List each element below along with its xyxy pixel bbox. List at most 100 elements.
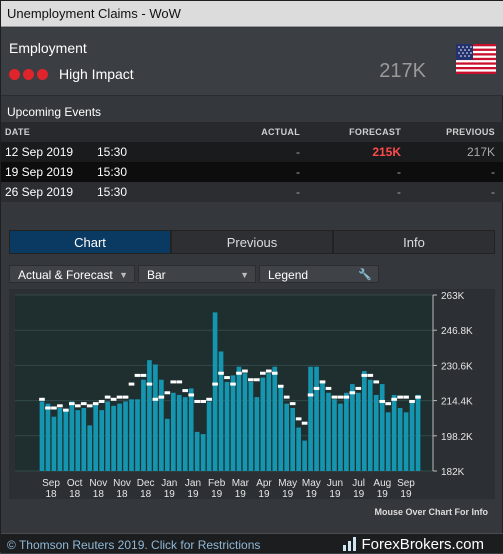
- forecast-marker: [391, 397, 397, 401]
- impact-dot-icon: [23, 68, 34, 80]
- bar-actual: [51, 416, 57, 471]
- legend-button[interactable]: Legend 🔧: [259, 265, 379, 283]
- forecast-marker: [319, 380, 326, 384]
- bar-actual: [165, 418, 170, 471]
- bar-actual: [338, 403, 343, 471]
- bar-actual: [200, 434, 206, 471]
- event-date: 19 Sep 2019: [5, 165, 74, 179]
- bar-actual: [278, 386, 284, 471]
- table-row[interactable]: 19 Sep 2019 15:30 - - -: [1, 162, 503, 182]
- latest-value: 217K: [379, 60, 426, 82]
- bar-actual: [350, 384, 355, 471]
- copyright-link[interactable]: © Thomson Reuters 2019. Click for Restri…: [7, 538, 261, 552]
- table-row[interactable]: 12 Sep 2019 15:30 - 215K 217K: [1, 142, 503, 162]
- tab-previous[interactable]: Previous: [171, 230, 333, 254]
- bar-actual: [296, 427, 301, 471]
- tab-chart[interactable]: Chart: [9, 230, 171, 254]
- forecast-marker: [307, 393, 314, 397]
- x-tick-label: 18: [140, 489, 152, 499]
- table-row[interactable]: 26 Sep 2019 15:30 - - -: [1, 182, 503, 202]
- forecast-marker: [74, 404, 81, 408]
- chart-panel[interactable]: 263K 246.8K 230.6K 214.4K 198.2K 182K Sep 18 Oc…: [9, 289, 495, 500]
- x-tick-label: 19: [235, 489, 247, 499]
- forecast-marker: [116, 395, 123, 399]
- bar-actual: [397, 407, 403, 471]
- bar-actual: [69, 401, 75, 471]
- impact-label: High Impact: [59, 66, 134, 82]
- forecast-marker: [337, 395, 344, 399]
- x-tick-label: Jan: [161, 478, 177, 489]
- brand-logo: ForexBrokers.com: [343, 534, 484, 554]
- x-tick-label: Feb: [208, 478, 226, 489]
- forecast-marker: [170, 380, 177, 384]
- forecast-marker: [289, 402, 296, 406]
- bar-actual: [326, 392, 331, 471]
- y-tick-label: 230.6K: [441, 361, 473, 372]
- x-tick-label: Jan: [185, 478, 201, 489]
- forecast-marker: [158, 395, 165, 399]
- bar-actual: [117, 403, 122, 471]
- bar-actual: [332, 399, 337, 471]
- x-tick-label: Nov: [113, 478, 131, 489]
- column-header-date: DATE: [5, 127, 31, 137]
- bar-actual: [111, 405, 116, 471]
- forecast-marker: [110, 397, 117, 401]
- x-tick-label: Oct: [67, 478, 83, 489]
- series-select[interactable]: Actual & Forecast ▼: [9, 265, 135, 283]
- forecast-marker: [295, 417, 302, 421]
- window-title: Unemployment Claims - WoW: [1, 1, 503, 27]
- bar-chart-logo-icon: [343, 537, 357, 551]
- x-tick-label: 19: [211, 489, 223, 499]
- x-tick-label: Aug: [373, 478, 391, 489]
- tab-info[interactable]: Info: [333, 230, 495, 254]
- forecast-marker: [194, 399, 200, 403]
- forecast-marker: [98, 399, 105, 403]
- bar-actual: [39, 401, 45, 471]
- x-tick-label: Nov: [89, 478, 107, 489]
- bar-actual: [290, 407, 295, 471]
- forecast-marker: [409, 399, 415, 403]
- bar-actual: [93, 403, 99, 471]
- x-tick-label: 19: [187, 489, 199, 499]
- bar-actual: [176, 394, 182, 471]
- bar-actual: [361, 371, 367, 471]
- bar-actual: [248, 381, 254, 471]
- x-tick-label: Jul: [352, 478, 365, 489]
- bar-actual: [57, 407, 63, 471]
- forecast-marker: [301, 421, 308, 425]
- forecast-marker: [206, 397, 212, 401]
- brand-name: ForexBrokers.com: [361, 535, 484, 553]
- bar-actual: [81, 407, 87, 471]
- chart-type-select[interactable]: Bar ▼: [138, 265, 256, 283]
- forecast-marker: [265, 369, 272, 373]
- forecast-marker: [271, 371, 278, 375]
- forecast-marker: [45, 406, 51, 410]
- forecast-marker: [69, 402, 75, 406]
- bar-actual: [188, 388, 194, 471]
- forecast-marker: [403, 395, 409, 399]
- forecast-marker: [92, 402, 99, 406]
- event-category: Employment: [9, 40, 87, 56]
- view-tabs: Chart Previous Info: [9, 230, 495, 254]
- forecast-marker: [254, 378, 260, 382]
- legend-label: Legend: [268, 268, 309, 282]
- x-tick-label: 19: [306, 489, 318, 499]
- forecast-marker: [385, 402, 391, 406]
- forecast-marker: [188, 393, 195, 397]
- bar-actual: [385, 412, 391, 471]
- forecast-marker: [128, 382, 135, 386]
- bar-actual: [242, 373, 248, 471]
- event-forecast: -: [397, 165, 401, 179]
- chart-type-value: Bar: [147, 268, 166, 282]
- bar-actual: [153, 364, 158, 471]
- bar-actual: [314, 366, 319, 471]
- bar-actual: [75, 410, 81, 471]
- event-previous: -: [491, 185, 495, 199]
- bar-actual: [409, 401, 415, 471]
- forecast-marker: [224, 376, 230, 380]
- bar-actual: [403, 412, 409, 471]
- x-tick-label: Apr: [256, 478, 272, 489]
- bar-actual: [379, 384, 385, 471]
